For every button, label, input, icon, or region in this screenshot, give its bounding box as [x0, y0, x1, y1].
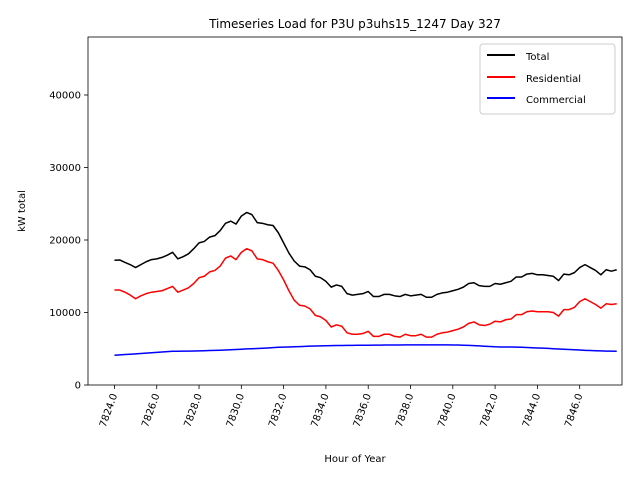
series-line-total: [114, 211, 617, 299]
series-group: [114, 211, 617, 357]
series-line-residential: [114, 247, 617, 338]
legend-label-commercial: Commercial: [526, 95, 586, 106]
y-tick-label: 30000: [49, 163, 81, 174]
axes-frame: [87, 36, 623, 386]
legend-box: [479, 43, 616, 115]
legend: Total Residential Commercial: [479, 43, 616, 115]
y-tick-label: 0: [75, 381, 81, 392]
series-line-commercial: [114, 344, 617, 357]
y-tick-label: 10000: [49, 308, 81, 319]
legend-label-total: Total: [525, 52, 549, 63]
y-tick-label: 20000: [49, 236, 81, 247]
legend-label-residential: Residential: [526, 74, 581, 85]
y-tick-label: 40000: [49, 91, 81, 102]
x-axis-label: Hour of Year: [324, 454, 386, 465]
y-axis-ticks: 0 10000 20000 30000 40000: [49, 91, 88, 392]
chart-title: Timeseries Load for P3U p3uhs15_1247 Day…: [208, 17, 501, 31]
y-axis-label: kW total: [17, 190, 28, 232]
